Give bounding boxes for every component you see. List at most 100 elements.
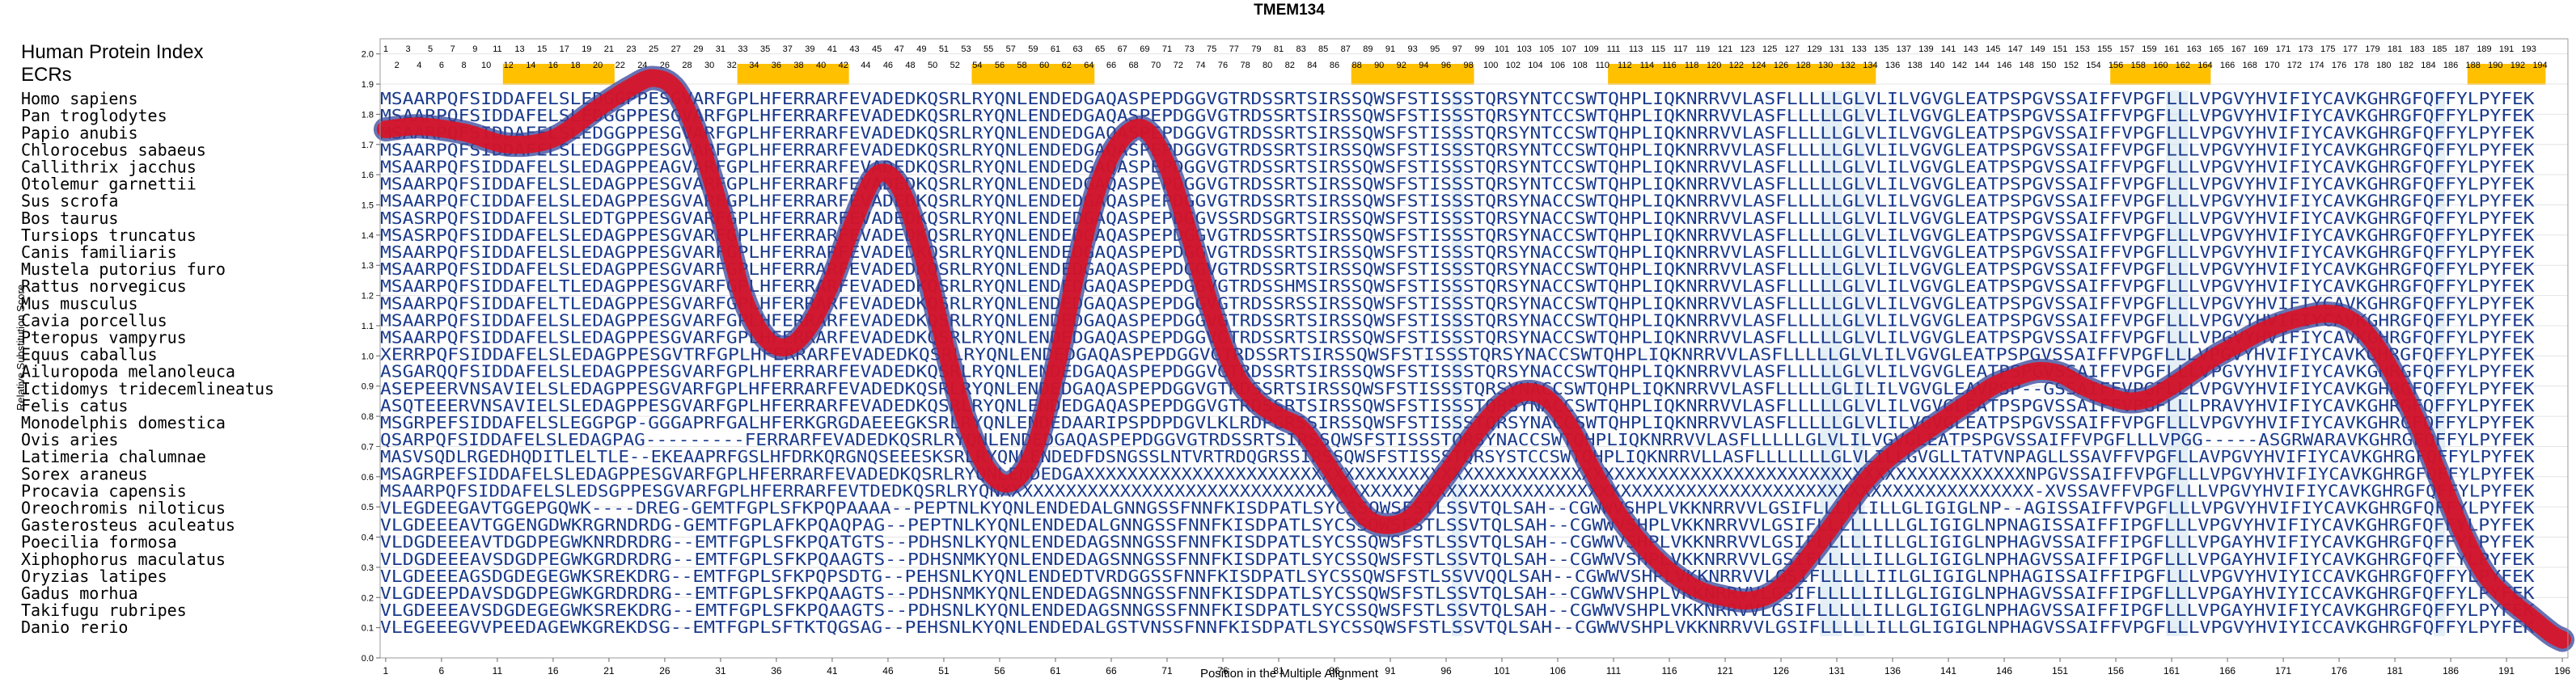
index-number: 138 [1907, 61, 1922, 70]
x-tick-label: 11 [493, 665, 503, 676]
index-number: 31 [716, 44, 725, 54]
x-tick-label: 66 [1106, 665, 1117, 676]
species-label: Poecilia formosa [21, 533, 177, 552]
index-number: 101 [1495, 44, 1509, 54]
index-number: 17 [560, 44, 569, 54]
species-label: Bos taurus [21, 209, 118, 228]
x-tick-label: 136 [1884, 665, 1901, 676]
index-number: 60 [1039, 61, 1049, 70]
index-number: 124 [1751, 61, 1766, 70]
species-label: Procavia capensis [21, 481, 187, 500]
species-label: Oreochromis niloticus [21, 499, 226, 518]
x-tick-label: 6 [439, 665, 445, 676]
y-tick-label: 1.0 [362, 352, 374, 361]
index-number: 67 [1118, 44, 1127, 54]
index-number: 140 [1930, 61, 1944, 70]
species-label: Equus caballus [21, 345, 158, 365]
x-tick-label: 31 [715, 665, 726, 676]
index-number: 39 [805, 44, 814, 54]
index-number: 171 [2276, 44, 2290, 54]
sequence-row: MSAARPQFSIDDAFELSLEDGGPPESGVARFGPLHFERRA… [380, 106, 2535, 125]
species-label: Oryzias latipes [21, 567, 167, 586]
x-tick-label: 41 [827, 665, 838, 676]
index-number: 114 [1640, 61, 1655, 70]
x-tick-label: 51 [938, 665, 950, 676]
index-number: 35 [760, 44, 770, 54]
index-number: 120 [1707, 61, 1721, 70]
index-number: 105 [1539, 44, 1554, 54]
sequence-row: MSASRPQFSIDDAFELSLEDTGPPESGVARFGPLHFERRA… [380, 209, 2535, 228]
species-label: Ictidomys tridecemlineatus [21, 379, 274, 398]
index-number: 42 [839, 61, 848, 70]
index-number: 150 [2041, 61, 2056, 70]
index-number: 41 [827, 44, 837, 54]
index-number: 77 [1229, 44, 1239, 54]
human-protein-index: 1234567891011121314151617181920212223242… [383, 44, 2548, 70]
index-number: 5 [428, 44, 433, 54]
species-label: Homo sapiens [21, 89, 138, 108]
index-number: 182 [2399, 61, 2413, 70]
index-number: 94 [1419, 61, 1428, 70]
index-number: 90 [1374, 61, 1384, 70]
index-number: 129 [1807, 44, 1821, 54]
index-number: 84 [1307, 61, 1317, 70]
index-number: 190 [2488, 61, 2502, 70]
x-tick-label: 131 [1829, 665, 1845, 676]
index-number: 56 [995, 61, 1005, 70]
index-number: 20 [593, 61, 603, 70]
index-number: 173 [2298, 44, 2312, 54]
index-number: 99 [1474, 44, 1484, 54]
x-tick-label: 196 [2554, 665, 2570, 676]
x-tick-label: 61 [1050, 665, 1061, 676]
index-number: 82 [1285, 61, 1295, 70]
species-label: Cavia porcellus [21, 310, 167, 330]
index-number: 75 [1207, 44, 1216, 54]
index-number: 50 [928, 61, 937, 70]
x-tick-label: 181 [2387, 665, 2403, 676]
y-tick-label: 0.1 [362, 624, 374, 634]
index-number: 88 [1351, 61, 1361, 70]
index-number: 8 [461, 61, 466, 70]
x-tick-label: 86 [1329, 665, 1340, 676]
index-number: 58 [1017, 61, 1026, 70]
species-label: Mus musculus [21, 293, 138, 313]
index-number: 177 [2343, 44, 2358, 54]
index-number: 86 [1330, 61, 1339, 70]
species-label: Sorex araneus [21, 464, 148, 483]
x-tick-label: 191 [2498, 665, 2515, 676]
ecr-bar [2110, 64, 2211, 85]
species-label: Pteropus vampyrus [21, 328, 187, 348]
sequence-row: ASQTEEERVNSAVIELSLEDAGPPESGVARFGPLHFERRA… [380, 396, 2535, 415]
index-number: 1 [383, 44, 388, 54]
y-tick-label: 0.4 [362, 533, 374, 543]
sequence-row: VLGDEEPDAVSDGDPEGWKGRDRDRG--EMTFGPLSFKPQ… [380, 584, 2535, 603]
index-number: 19 [582, 44, 591, 54]
x-tick-label: 16 [548, 665, 559, 676]
y-tick-label: 2.0 [362, 50, 374, 60]
index-number: 110 [1595, 61, 1609, 70]
index-number: 92 [1397, 61, 1406, 70]
index-number: 186 [2443, 61, 2458, 70]
index-number: 89 [1363, 44, 1373, 54]
index-number: 27 [671, 44, 681, 54]
ecr-bar [971, 64, 1095, 85]
x-tick-label: 186 [2443, 665, 2459, 676]
index-number: 158 [2130, 61, 2145, 70]
sequence-row: VLGDEEEAGSDGDEGEGWKSREKDRG--EMTFGPLSFKPQ… [380, 567, 2535, 586]
x-tick-label: 126 [1773, 665, 1789, 676]
ecr-bar [502, 64, 615, 85]
species-label: Tursiops truncatus [21, 225, 197, 245]
index-number: 93 [1407, 44, 1417, 54]
index-number: 61 [1051, 44, 1060, 54]
species-label: Callithrix jacchus [21, 158, 197, 177]
index-number: 74 [1195, 61, 1205, 70]
index-number: 32 [727, 61, 737, 70]
index-number: 119 [1696, 44, 1711, 54]
index-number: 33 [738, 44, 747, 54]
index-number: 176 [2332, 61, 2346, 70]
index-number: 13 [514, 44, 524, 54]
index-number: 133 [1851, 44, 1866, 54]
x-tick-label: 166 [2219, 665, 2235, 676]
x-tick-label: 141 [1940, 665, 1956, 676]
index-number: 126 [1774, 61, 1788, 70]
